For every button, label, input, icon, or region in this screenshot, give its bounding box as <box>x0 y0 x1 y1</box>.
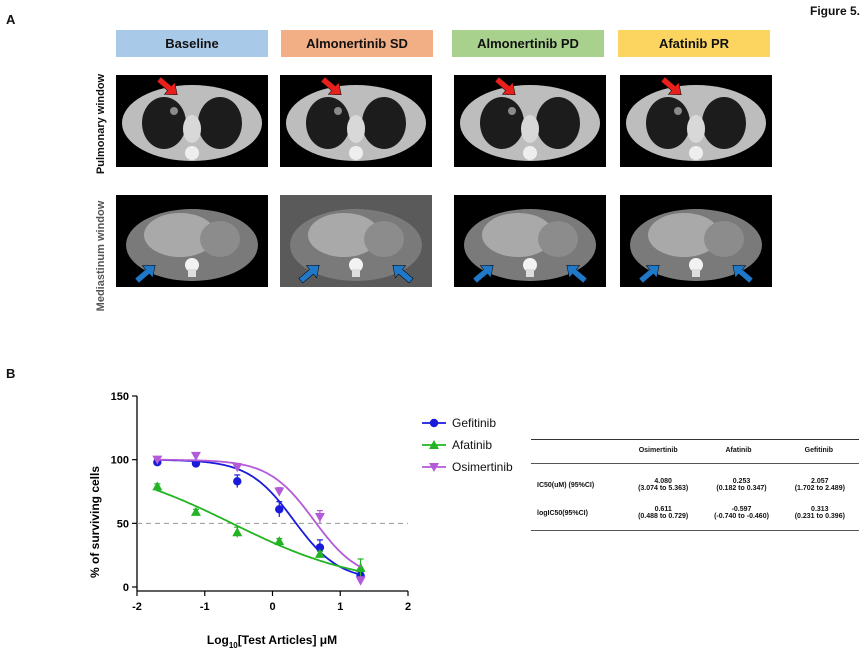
data-point-gefitinib <box>233 477 242 486</box>
blue-arrow-icon <box>392 265 414 284</box>
x-tick-label: 2 <box>405 601 411 613</box>
ct-scan-mediastinum <box>620 195 772 287</box>
blue-arrow-icon <box>134 265 156 284</box>
table-header-empty <box>531 447 618 454</box>
y-tick-label: 100 <box>111 455 129 467</box>
ct-scan-pulmonary <box>454 75 606 167</box>
red-arrow-icon <box>320 76 342 95</box>
blue-arrow-icon <box>732 265 754 284</box>
fit-curve-osimertinib <box>156 458 362 568</box>
table-header-osimertinib: Osimertinib <box>638 447 678 454</box>
legend-marker <box>429 440 439 449</box>
legend-label: Gefitinib <box>452 416 497 430</box>
table-cell: 2.057 <box>811 478 829 485</box>
table-cell: 0.313 <box>811 506 829 513</box>
ct-scan-pulmonary <box>620 75 772 167</box>
legend-marker <box>429 418 439 428</box>
ic50-table: Osimertinib Afatinib Gefitinib IC50(uM) … <box>531 439 859 531</box>
legend-marker-icon <box>422 440 446 449</box>
table-row: logIC50(95%CI) 0.611 (0.488 to 0.729) -0.… <box>531 492 859 531</box>
ct-scan-mediastinum <box>454 195 606 287</box>
header-almonertinib-sd: Almonertinib SD <box>281 30 433 57</box>
header-almonertinib-pd: Almonertinib PD <box>452 30 604 57</box>
table-cell-ci: (0.182 to 0.347) <box>716 485 767 492</box>
table-cell: 0.611 <box>654 506 672 513</box>
ct-scan-mediastinum <box>280 195 432 287</box>
table-cell-ci: (-0.740 to -0.460) <box>714 513 769 520</box>
panel-b-letter: B <box>6 366 16 381</box>
ct-scan-pulmonary <box>116 75 268 167</box>
y-tick-label: 50 <box>117 518 129 530</box>
table-cell: -0.597 <box>731 506 752 513</box>
data-point-afatinib <box>274 536 285 546</box>
x-tick-label: -2 <box>132 601 142 613</box>
table-header-gefitinib: Gefitinib <box>804 447 834 454</box>
blue-arrow-icon <box>298 265 320 284</box>
legend-label: Afatinib <box>452 438 493 452</box>
data-point-afatinib <box>190 506 201 516</box>
y-tick-label: 0 <box>123 582 129 594</box>
legend-marker-icon <box>422 418 446 428</box>
header-baseline: Baseline <box>116 30 268 57</box>
x-axis-label: Log10[Test Articles] μM <box>207 633 337 650</box>
table-cell: 0.253 <box>732 478 751 485</box>
data-point-osimertinib <box>355 576 366 586</box>
table-cell-ci: (0.488 to 0.729) <box>638 513 689 520</box>
data-point-gefitinib <box>191 459 201 468</box>
table-row-label: IC50(uM) (95%CI) <box>537 481 595 489</box>
table-cell-ci: (3.074 to 5.363) <box>638 485 689 492</box>
table-cell-ci: (0.231 to 0.396) <box>794 513 845 520</box>
y-axis-label: % of surviving cells <box>88 466 102 578</box>
x-tick-label: -1 <box>200 601 210 613</box>
data-point-afatinib <box>232 527 243 537</box>
fit-curve-gefitinib <box>155 459 361 576</box>
header-afatinib-pr: Afatinib PR <box>618 30 770 57</box>
blue-arrow-icon <box>566 265 588 284</box>
legend-marker <box>429 463 439 472</box>
data-point-osimertinib <box>274 487 285 497</box>
dose-response-chart: % of surviving cells Log10[Test Articles… <box>88 391 411 650</box>
data-point-afatinib <box>355 562 366 572</box>
data-point-afatinib <box>314 548 325 558</box>
red-arrow-icon <box>660 76 682 95</box>
legend-marker-icon <box>422 463 446 472</box>
table-row: IC50(uM) (95%CI) 4.080 (3.074 to 5.363) 0… <box>531 464 859 492</box>
figure-label: Figure 5. <box>809 4 860 18</box>
blue-arrow-icon <box>472 265 494 284</box>
data-point-gefitinib <box>315 543 325 552</box>
blue-arrow-icon <box>638 265 660 284</box>
data-point-osimertinib <box>152 455 163 465</box>
data-point-osimertinib <box>190 451 201 461</box>
legend-item-afatinib: Afatinib <box>420 438 492 452</box>
ct-scan-pulmonary <box>280 75 432 167</box>
legend-item-osimertinib: Osimertinib <box>420 460 513 474</box>
data-point-gefitinib <box>275 505 284 514</box>
y-tick-label: 150 <box>111 391 129 403</box>
table-cell-ci: (1.702 to 2.489) <box>794 485 845 492</box>
table-cell: 4.080 <box>654 478 672 485</box>
legend-item-gefitinib: Gefitinib <box>420 416 496 430</box>
red-arrow-icon <box>494 76 516 95</box>
row-label-pulmonary: Pulmonary window <box>95 73 107 175</box>
x-tick-label: 0 <box>269 601 275 613</box>
red-arrow-icon <box>156 76 178 95</box>
table-row-label: logIC50(95%CI) <box>537 509 588 517</box>
data-point-osimertinib <box>314 512 325 522</box>
panel-a-letter: A <box>6 12 16 27</box>
ct-scan-mediastinum <box>116 195 268 287</box>
data-point-osimertinib <box>232 463 243 473</box>
table-header-afatinib: Afatinib <box>725 447 752 454</box>
legend-label: Osimertinib <box>452 460 513 474</box>
x-tick-label: 1 <box>337 601 343 613</box>
fit-curve-afatinib <box>155 489 361 573</box>
row-label-mediastinum: Mediastinum window <box>95 200 107 312</box>
table-header-row: Osimertinib Afatinib Gefitinib <box>531 440 859 464</box>
data-point-afatinib <box>152 481 163 491</box>
